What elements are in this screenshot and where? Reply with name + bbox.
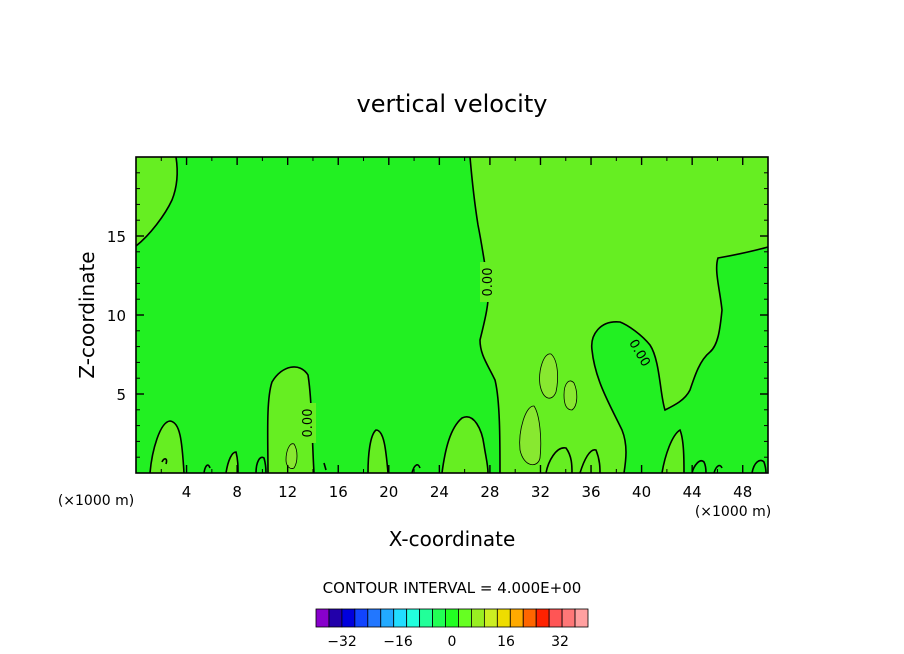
colorbar-swatch <box>574 608 589 628</box>
colorbar-swatch <box>483 608 498 628</box>
y-axis-label: Z-coordinate <box>75 251 99 378</box>
x-tick-label: 20 <box>379 483 398 501</box>
colorbar-swatch <box>367 608 382 628</box>
positive-region <box>136 157 178 246</box>
colorbar-swatch <box>380 608 395 628</box>
positive-region <box>226 452 238 473</box>
colorbar-swatch <box>354 608 369 628</box>
positive-region <box>150 421 184 473</box>
x-unit-left: (×1000 m) <box>58 493 134 509</box>
colorbar-tick-label: 32 <box>551 634 569 650</box>
colorbar-swatch <box>522 608 537 628</box>
x-tick-label: 44 <box>683 483 702 501</box>
x-tick-label: 4 <box>182 483 192 501</box>
x-tick-label: 8 <box>232 483 242 501</box>
colorbar-swatch <box>393 608 408 628</box>
strong-core <box>519 405 542 466</box>
x-tick-label: 16 <box>329 483 348 501</box>
colorbar-tick-label: −32 <box>327 634 357 650</box>
x-tick-label: 28 <box>480 483 499 501</box>
y-tick-label: 5 <box>116 386 126 404</box>
colorbar-swatch <box>406 608 421 628</box>
x-axis: 4 8 12 16 20 24 28 32 36 40 44 48 <box>160 157 752 501</box>
colorbar-swatch <box>445 608 459 628</box>
y-tick-label: 15 <box>107 228 126 246</box>
x-tick-label: 48 <box>733 483 752 501</box>
colorbar-tick-label: 0 <box>448 634 457 650</box>
colorbar-swatch <box>432 608 446 628</box>
y-tick-label: 10 <box>107 307 126 325</box>
colorbar: −32 −16 0 16 32 <box>315 608 589 650</box>
strong-core <box>563 380 578 411</box>
colorbar-swatch <box>509 608 524 628</box>
contour-label: 0.00 <box>301 409 316 438</box>
contour-label: 0.00 <box>481 268 496 297</box>
x-tick-label: 40 <box>632 483 651 501</box>
contour-interval: CONTOUR INTERVAL = 4.000E+00 <box>323 579 582 597</box>
plot-area: 0.00 0.00 0.00 <box>135 156 769 474</box>
x-tick-label: 32 <box>531 483 550 501</box>
colorbar-swatch <box>341 608 356 628</box>
colorbar-swatch <box>471 608 485 628</box>
positive-region <box>662 430 684 473</box>
colorbar-swatch <box>315 608 330 628</box>
y-axis: 5 10 15 <box>107 172 768 458</box>
x-tick-label: 12 <box>278 483 297 501</box>
positive-region <box>267 366 314 473</box>
colorbar-swatch <box>535 608 550 628</box>
x-unit-right: (×1000 m) <box>695 504 771 520</box>
colorbar-swatch <box>328 608 343 628</box>
contour-lines <box>135 156 769 474</box>
colorbar-swatch <box>419 608 433 628</box>
x-tick-label: 36 <box>581 483 600 501</box>
x-tick-label: 24 <box>430 483 449 501</box>
chart-title: vertical velocity <box>357 90 548 118</box>
x-axis-label: X-coordinate <box>389 527 516 551</box>
colorbar-swatch <box>561 608 576 628</box>
colorbar-swatch <box>458 608 472 628</box>
colorbar-tick-label: −16 <box>383 634 413 650</box>
strong-core <box>539 353 558 399</box>
colorbar-swatch <box>496 608 511 628</box>
colorbar-swatch <box>548 608 563 628</box>
strong-core <box>285 443 298 469</box>
colorbar-tick-label: 16 <box>497 634 515 650</box>
